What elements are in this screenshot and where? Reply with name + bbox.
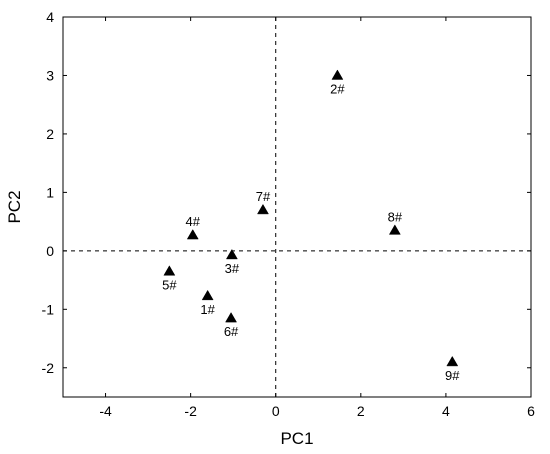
triangle-marker [186,229,199,240]
data-point: 4# [186,214,201,240]
y-tick-label: 1 [46,184,54,200]
triangle-marker [388,224,401,235]
x-tick-labels: -4 -2 0 2 4 6 [99,403,535,419]
triangle-marker [201,289,214,301]
triangle-marker [331,69,344,80]
point-label: 3# [225,261,240,276]
triangle-marker [446,355,459,367]
x-tick-label: -2 [184,403,197,419]
reference-lines [63,17,531,397]
point-label: 6# [224,324,239,339]
point-label: 2# [330,81,345,96]
data-point: 8# [388,209,403,235]
y-tick-label: -2 [42,360,55,376]
point-label: 5# [162,277,177,292]
plot-frame [62,16,532,398]
x-tick-label: 0 [272,403,280,419]
data-point: 7# [256,189,271,215]
x-axis-title: PC1 [280,429,313,448]
data-point: 9# [445,355,460,383]
point-label: 7# [256,189,271,204]
triangle-marker [225,248,238,260]
x-tick-label: 6 [527,403,535,419]
y-tick-labels: -2 -1 0 1 2 3 4 [42,9,55,376]
y-tick-label: 3 [46,67,54,83]
data-point: 5# [162,265,177,292]
data-point: 1# [200,289,216,317]
point-label: 9# [445,368,460,383]
point-label: 4# [186,214,201,229]
y-tick-label: 4 [46,9,54,25]
point-label: 1# [200,302,215,317]
y-tick-label: 2 [46,126,54,142]
point-label: 8# [388,209,403,224]
data-point: 2# [330,69,345,96]
data-point: 6# [224,312,239,339]
triangle-marker [257,203,269,215]
x-tick-label: -4 [99,403,112,419]
triangle-marker [163,265,176,276]
x-tick-label: 4 [442,403,450,419]
x-tick-label: 2 [357,403,365,419]
y-tick-label: -1 [42,301,55,317]
y-tick-label: 0 [46,243,54,259]
data-point: 3# [225,248,240,276]
axis-ticks [63,16,532,397]
y-axis-title: PC2 [5,190,24,223]
data-points: 1# 2# 3# 4# 5# 6# 7# 8# 9# [162,69,460,383]
triangle-marker [225,312,237,323]
